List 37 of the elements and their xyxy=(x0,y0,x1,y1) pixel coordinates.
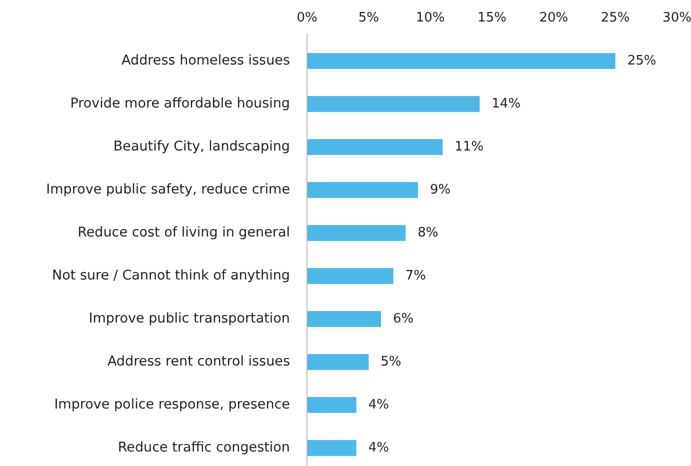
y-tick-label: Address homeless issues xyxy=(122,52,290,69)
x-tick-label: 10% xyxy=(416,10,445,26)
bar xyxy=(307,182,418,198)
data-label: 14% xyxy=(492,96,521,112)
bar xyxy=(307,139,443,155)
bar xyxy=(307,53,616,69)
data-label: 5% xyxy=(380,354,402,370)
data-label: 8% xyxy=(418,226,438,241)
bar xyxy=(307,268,394,284)
bar xyxy=(307,397,356,413)
data-label: 11% xyxy=(454,140,484,155)
bar xyxy=(307,96,480,112)
x-tick-label: 30% xyxy=(662,10,691,26)
bar xyxy=(307,440,356,456)
y-tick-label: Reduce traffic congestion xyxy=(118,440,290,456)
data-label: 4% xyxy=(368,440,389,456)
y-tick-label: Not sure / Cannot think of anything xyxy=(52,268,290,284)
x-tick-label: 25% xyxy=(600,10,630,26)
data-label: 25% xyxy=(627,54,656,69)
y-tick-label: Improve public transportation xyxy=(88,310,290,327)
x-tick-label: 20% xyxy=(539,10,568,26)
y-tick-label: Address rent control issues xyxy=(107,354,290,370)
bar xyxy=(307,311,381,327)
data-label: 9% xyxy=(430,182,451,198)
data-label: 7% xyxy=(405,268,426,284)
y-tick-label: Provide more affordable housing xyxy=(70,96,290,112)
x-tick-label: 0% xyxy=(296,10,318,26)
data-label: 6% xyxy=(393,312,414,327)
y-tick-label: Beautify City, landscaping xyxy=(113,138,290,155)
x-tick-label: 5% xyxy=(358,10,379,26)
y-tick-label: Improve public safety, reduce crime xyxy=(46,182,290,198)
data-label: 4% xyxy=(368,398,389,413)
y-tick-label: Improve police response, presence xyxy=(54,396,290,413)
bar xyxy=(307,354,369,370)
bar xyxy=(307,225,406,241)
y-tick-label: Reduce cost of living in general xyxy=(78,224,290,241)
x-tick-label: 15% xyxy=(478,10,506,26)
